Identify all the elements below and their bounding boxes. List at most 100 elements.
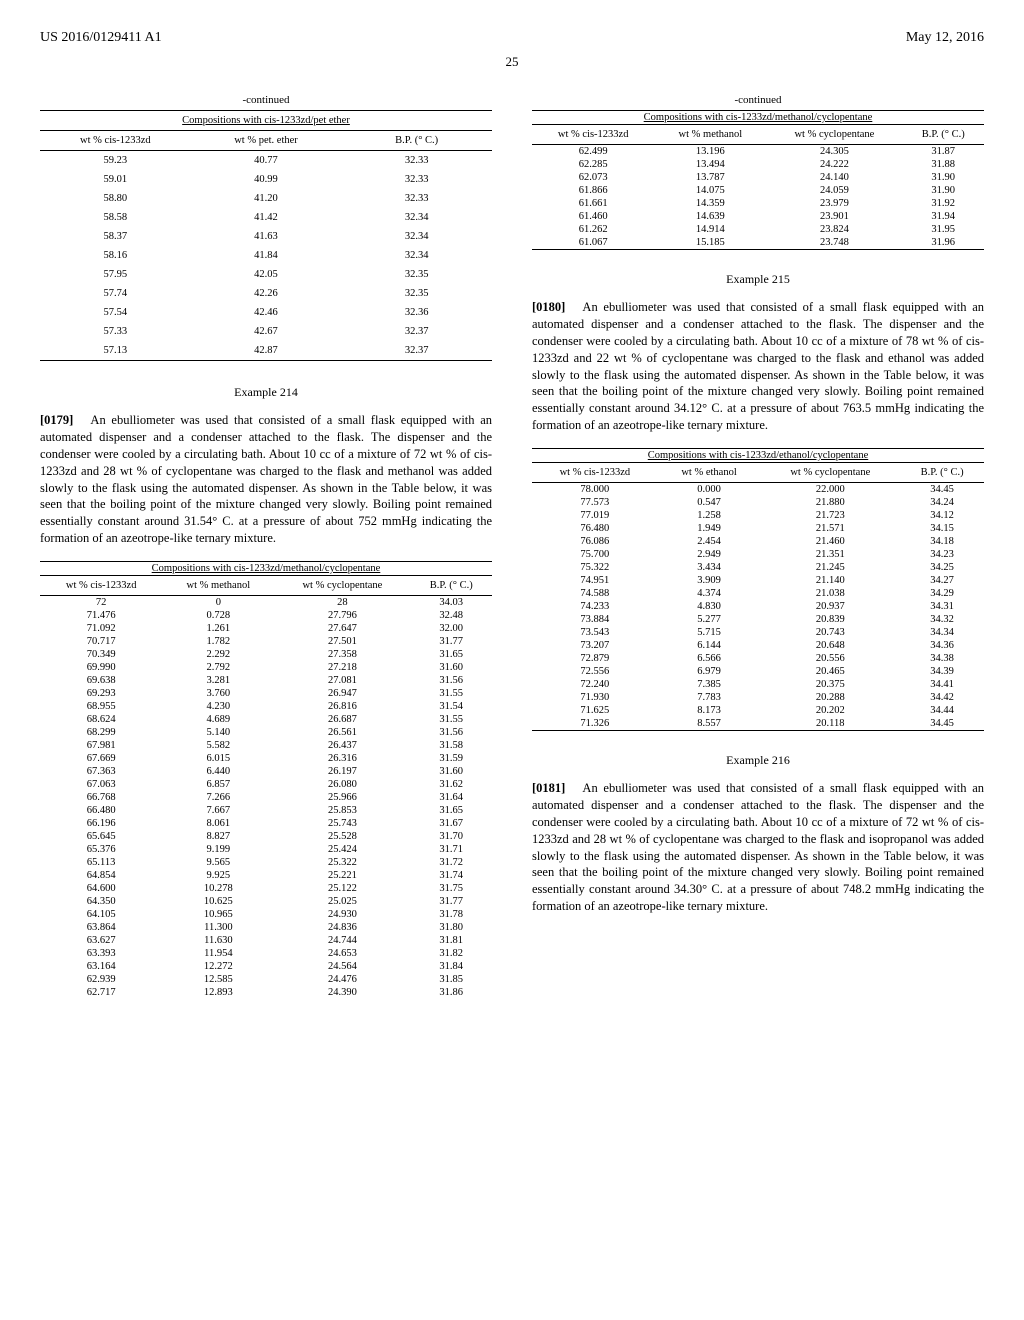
table-cell: 34.29 — [900, 587, 984, 600]
table-cell: 27.358 — [274, 648, 410, 661]
table-cell: 66.480 — [40, 804, 162, 817]
table-cell: 73.884 — [532, 613, 658, 626]
table-cell: 69.293 — [40, 687, 162, 700]
table-cell: 15.185 — [654, 236, 766, 250]
table-cell: 31.54 — [410, 700, 492, 713]
table-header-row: wt % cis-1233zdwt % ethanolwt % cyclopen… — [532, 463, 984, 483]
table-cell: 21.140 — [760, 574, 900, 587]
paragraph: [0181] An ebulliometer was used that con… — [532, 780, 984, 915]
table-row: 59.2340.7732.33 — [40, 151, 492, 171]
table-cell: 75.322 — [532, 561, 658, 574]
table-cell: 24.059 — [766, 184, 902, 197]
table-cell: 34.25 — [900, 561, 984, 574]
table-cell: 34.24 — [900, 496, 984, 509]
table-methanol-cyclopentane-cont: Compositions with cis-1233zd/methanol/cy… — [532, 110, 984, 252]
table-cell: 42.87 — [191, 341, 342, 361]
table-pet-ether: Compositions with cis-1233zd/pet ether w… — [40, 110, 492, 365]
table-cell: 78.000 — [532, 483, 658, 497]
table-cell: 32.33 — [341, 170, 492, 189]
table-cell: 28 — [274, 596, 410, 610]
table-row: 71.0921.26127.64732.00 — [40, 622, 492, 635]
table-row: 57.3342.6732.37 — [40, 322, 492, 341]
table-row: 77.0191.25821.72334.12 — [532, 509, 984, 522]
table-cell: 27.796 — [274, 609, 410, 622]
table-cell: 25.424 — [274, 843, 410, 856]
table-cell: 7.783 — [658, 691, 761, 704]
table-cell: 73.543 — [532, 626, 658, 639]
table-cell: 41.63 — [191, 227, 342, 246]
table-cell: 25.528 — [274, 830, 410, 843]
table-cell: 31.56 — [410, 726, 492, 739]
table-cell: 24.836 — [274, 921, 410, 934]
table-cell: 27.218 — [274, 661, 410, 674]
table-cell: 42.46 — [191, 303, 342, 322]
table-cell: 0 — [162, 596, 274, 610]
table-cell: 21.245 — [760, 561, 900, 574]
table-cell: 14.639 — [654, 210, 766, 223]
column-header: wt % ethanol — [658, 463, 761, 483]
table-cell: 11.630 — [162, 934, 274, 947]
table-cell: 73.207 — [532, 639, 658, 652]
table-cell: 31.72 — [410, 856, 492, 869]
table-row: 74.5884.37421.03834.29 — [532, 587, 984, 600]
table-cell: 31.87 — [902, 145, 984, 159]
table-cell: 59.23 — [40, 151, 191, 171]
table-cell: 24.564 — [274, 960, 410, 973]
table-cell: 3.760 — [162, 687, 274, 700]
table-row: 63.16412.27224.56431.84 — [40, 960, 492, 973]
table-row: 62.28513.49424.22231.88 — [532, 158, 984, 171]
table-cell: 31.77 — [410, 635, 492, 648]
table-row: 61.66114.35923.97931.92 — [532, 197, 984, 210]
table-cell: 66.768 — [40, 791, 162, 804]
table-cell: 67.363 — [40, 765, 162, 778]
column-header: wt % methanol — [162, 576, 274, 596]
table-cell: 34.38 — [900, 652, 984, 665]
table-cell: 0.547 — [658, 496, 761, 509]
column-header: wt % cis-1233zd — [532, 125, 654, 145]
table-cell: 71.476 — [40, 609, 162, 622]
table-cell: 72 — [40, 596, 162, 610]
table-cell: 7.266 — [162, 791, 274, 804]
example-title: Example 214 — [40, 385, 492, 400]
table-cell: 25.853 — [274, 804, 410, 817]
table-cell: 74.588 — [532, 587, 658, 600]
table-row: 61.26214.91423.82431.95 — [532, 223, 984, 236]
table-row: 64.10510.96524.93031.78 — [40, 908, 492, 921]
table-cell: 26.197 — [274, 765, 410, 778]
table-cell: 8.827 — [162, 830, 274, 843]
publication-date: May 12, 2016 — [906, 30, 984, 46]
table-cell: 71.326 — [532, 717, 658, 731]
table-cell: 2.792 — [162, 661, 274, 674]
table-cell: 7.385 — [658, 678, 761, 691]
table-row: 72.2407.38520.37534.41 — [532, 678, 984, 691]
table-cell: 64.854 — [40, 869, 162, 882]
table-cell: 31.88 — [902, 158, 984, 171]
table-cell: 34.03 — [410, 596, 492, 610]
table-cell: 13.196 — [654, 145, 766, 159]
table-cell: 25.221 — [274, 869, 410, 882]
table-body: 62.49913.19624.30531.8762.28513.49424.22… — [532, 145, 984, 250]
table-row: 57.5442.4632.36 — [40, 303, 492, 322]
table-cell: 27.647 — [274, 622, 410, 635]
table-cell: 31.56 — [410, 674, 492, 687]
table-cell: 23.901 — [766, 210, 902, 223]
table-cell: 20.288 — [760, 691, 900, 704]
paragraph-text: An ebulliometer was used that consisted … — [532, 300, 984, 432]
table-cell: 31.90 — [902, 184, 984, 197]
table-row: 61.86614.07524.05931.90 — [532, 184, 984, 197]
paragraph-text: An ebulliometer was used that consisted … — [532, 781, 984, 913]
table-row: 58.3741.6332.34 — [40, 227, 492, 246]
table-cell: 67.981 — [40, 739, 162, 752]
table-cell: 24.222 — [766, 158, 902, 171]
table-cell: 68.955 — [40, 700, 162, 713]
column-header: wt % cyclopentane — [766, 125, 902, 145]
table-cell: 72.240 — [532, 678, 658, 691]
table-cell: 4.830 — [658, 600, 761, 613]
table-cell: 32.00 — [410, 622, 492, 635]
table-row: 69.9902.79227.21831.60 — [40, 661, 492, 674]
table-row: 69.6383.28127.08131.56 — [40, 674, 492, 687]
table-cell: 42.26 — [191, 284, 342, 303]
continued-label: -continued — [532, 94, 984, 106]
table-cell: 2.949 — [658, 548, 761, 561]
table-cell: 25.025 — [274, 895, 410, 908]
